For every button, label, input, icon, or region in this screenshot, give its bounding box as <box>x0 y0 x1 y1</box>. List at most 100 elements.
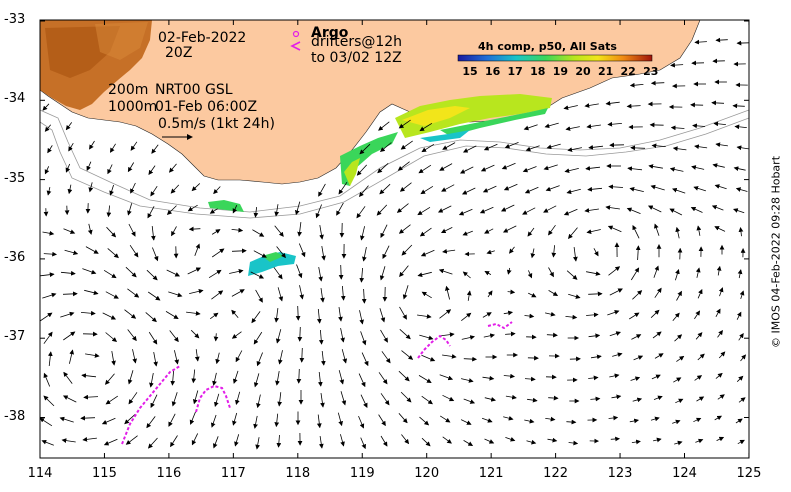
current-arrow <box>607 121 622 127</box>
current-arrow <box>168 291 183 298</box>
current-arrow <box>274 225 284 237</box>
current-arrow <box>439 163 453 171</box>
current-arrow <box>211 248 225 258</box>
current-arrow <box>43 331 53 344</box>
current-arrow <box>318 329 324 345</box>
colorbar-tick-label: 21 <box>597 65 614 78</box>
current-arrow <box>127 162 135 173</box>
current-arrow <box>276 246 286 259</box>
current-arrow <box>380 329 388 343</box>
current-arrow <box>380 435 388 447</box>
current-arrow <box>483 333 495 339</box>
current-arrow <box>713 121 726 127</box>
current-arrow <box>653 395 663 401</box>
current-arrow <box>273 267 283 280</box>
current-arrow <box>651 374 661 380</box>
current-arrow <box>697 288 703 299</box>
colorbar-tick-label: 17 <box>507 65 523 78</box>
current-arrow <box>213 186 221 195</box>
current-arrow <box>585 165 601 171</box>
current-arrow <box>67 184 73 195</box>
current-arrow <box>251 311 261 324</box>
current-arrow <box>690 206 703 213</box>
current-arrow <box>588 291 603 297</box>
current-arrow <box>566 419 577 425</box>
current-arrow <box>675 269 680 281</box>
current-arrow <box>628 312 640 320</box>
current-arrow <box>718 287 724 297</box>
current-arrow <box>150 394 158 409</box>
current-arrow <box>253 415 258 429</box>
current-arrow <box>461 378 474 383</box>
current-arrow <box>565 314 578 320</box>
current-arrow <box>86 161 92 172</box>
current-arrow <box>275 371 280 386</box>
current-arrow <box>609 331 621 337</box>
current-arrow <box>650 309 660 318</box>
current-arrow <box>147 437 158 449</box>
current-arrow <box>234 434 240 447</box>
current-arrow <box>398 413 408 424</box>
current-arrow <box>651 143 666 149</box>
current-arrow <box>421 354 436 362</box>
current-arrow <box>317 371 323 387</box>
current-arrow <box>676 355 685 362</box>
current-arrow <box>166 205 177 215</box>
current-arrow <box>379 308 386 323</box>
current-arrow <box>296 368 302 384</box>
current-arrow <box>59 416 74 423</box>
current-arrow <box>675 226 681 239</box>
current-arrow <box>315 204 322 219</box>
current-arrow <box>543 205 557 213</box>
x-tick-label: 119 <box>349 466 375 481</box>
x-tick-label: 118 <box>285 466 311 481</box>
current-arrow <box>736 311 742 320</box>
current-arrow <box>631 439 641 445</box>
current-arrow <box>340 285 346 301</box>
current-arrow <box>231 248 247 254</box>
current-arrow <box>253 373 260 388</box>
current-arrow <box>505 331 516 337</box>
x-tick-label: 122 <box>543 466 569 481</box>
current-arrow <box>105 291 119 299</box>
current-arrow <box>88 182 94 193</box>
x-tick-label: 115 <box>92 466 117 481</box>
current-arrow <box>548 290 559 297</box>
current-arrow <box>629 82 644 88</box>
argo-marker <box>292 30 300 38</box>
current-arrow <box>299 285 304 300</box>
current-arrow <box>718 351 726 359</box>
current-arrow <box>256 352 263 367</box>
current-arrow <box>338 264 344 280</box>
current-arrow <box>525 145 540 152</box>
current-arrow <box>715 37 728 43</box>
current-arrow <box>442 436 452 444</box>
current-arrow <box>483 143 498 151</box>
current-arrow <box>63 371 73 384</box>
current-arrow <box>253 331 263 345</box>
current-arrow <box>397 161 410 171</box>
current-arrow <box>128 223 136 237</box>
current-arrow <box>738 227 744 237</box>
current-arrow <box>548 267 554 278</box>
colorbar-tick-label: 15 <box>462 65 478 78</box>
current-arrow <box>212 372 217 386</box>
current-arrow <box>717 394 725 400</box>
current-arrow <box>584 208 599 213</box>
current-arrow <box>378 414 386 427</box>
current-arrow <box>213 333 219 342</box>
current-arrow <box>669 167 684 172</box>
current-arrow <box>740 354 747 362</box>
current-arrow <box>250 271 265 279</box>
current-vectors <box>40 37 749 450</box>
current-arrow <box>127 329 137 342</box>
current-arrow <box>506 267 512 275</box>
current-arrow <box>714 226 726 232</box>
drifter-legend-marker <box>290 41 301 51</box>
current-arrow <box>274 204 280 217</box>
current-arrow <box>568 440 579 446</box>
current-arrow <box>104 373 115 385</box>
current-arrow <box>587 186 603 192</box>
current-arrow <box>376 204 388 216</box>
current-arrow <box>399 329 411 340</box>
